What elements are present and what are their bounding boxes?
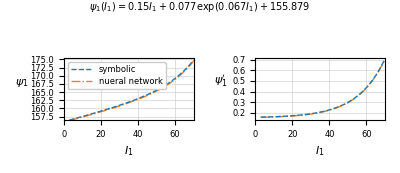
X-axis label: $I_1$: $I_1$	[315, 144, 325, 158]
symbolic	[191, 59, 196, 61]
nueral network	[140, 96, 145, 98]
nueral network	[191, 60, 196, 62]
symbolic	[67, 119, 72, 121]
symbolic	[140, 96, 145, 98]
nueral network	[172, 79, 176, 81]
X-axis label: $I_1$: $I_1$	[124, 144, 133, 158]
Y-axis label: $\psi_1$: $\psi_1$	[15, 77, 28, 89]
symbolic	[67, 119, 72, 121]
Y-axis label: $\psi_1'$: $\psi_1'$	[214, 73, 228, 89]
nueral network	[143, 95, 148, 97]
nueral network	[67, 120, 72, 122]
symbolic	[172, 78, 176, 80]
Legend: symbolic, nueral network: symbolic, nueral network	[68, 62, 166, 89]
symbolic	[143, 95, 148, 97]
nueral network	[141, 96, 146, 98]
symbolic	[141, 95, 146, 98]
Line: symbolic: symbolic	[69, 60, 194, 120]
Text: $\psi_1(I_1) = 0.15I_1 + 0.077\exp(0.067I_1) + 155.879$: $\psi_1(I_1) = 0.15I_1 + 0.077\exp(0.067…	[89, 0, 311, 14]
nueral network	[180, 73, 184, 75]
Line: nueral network: nueral network	[69, 61, 194, 121]
symbolic	[180, 72, 184, 74]
nueral network	[67, 120, 72, 122]
